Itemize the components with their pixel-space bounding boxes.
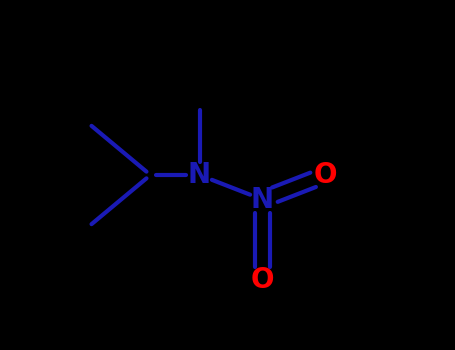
Text: N: N bbox=[188, 161, 211, 189]
Text: O: O bbox=[251, 266, 274, 294]
Text: O: O bbox=[314, 161, 337, 189]
Text: N: N bbox=[251, 186, 274, 214]
